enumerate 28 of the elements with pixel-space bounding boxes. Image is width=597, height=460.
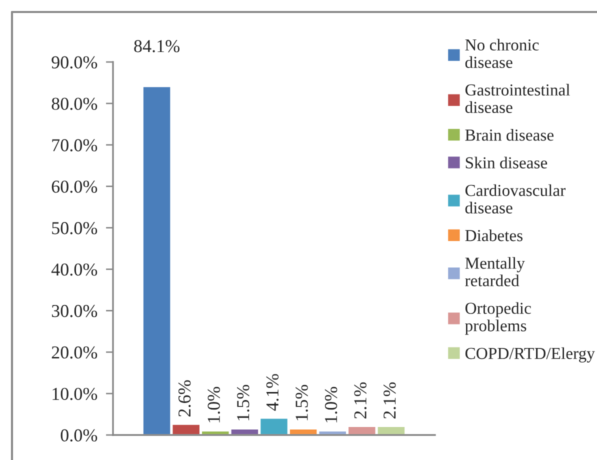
y-tick-label: 10.0%	[52, 388, 98, 400]
data-label: 1.0%	[208, 386, 220, 422]
y-tick-label: 80.0%	[52, 98, 98, 110]
y-tick-label: 30.0%	[52, 304, 98, 318]
legend-label: Ortopedic problems	[465, 302, 531, 335]
legend-label: COPD/RTD/Elergy	[465, 347, 595, 362]
data-label: 2.6%	[178, 380, 191, 416]
y-tick-label: 20.0%	[52, 346, 98, 359]
legend-label: Gastrointestinal disease	[465, 84, 570, 114]
legend-label: Cardiovascular disease	[465, 184, 566, 214]
y-tick-label: 60.0%	[52, 180, 98, 193]
data-label: 1.5%	[296, 384, 308, 420]
y-tick-label: 70.0%	[52, 139, 98, 152]
data-label: 2.1%	[354, 382, 366, 419]
y-tick-label: 90.0%	[52, 56, 98, 69]
data-label: 4.1%	[266, 374, 279, 411]
y-tick-label: 0.0%	[60, 429, 98, 442]
legend-label: Mentally retarded	[465, 257, 525, 286]
y-tick-label: 50.0%	[52, 222, 98, 234]
legend-label: Skin disease	[466, 156, 548, 168]
legend-label: Brain disease	[465, 129, 554, 141]
data-label: 2.1%	[384, 382, 396, 419]
legend-label: Diabetes	[465, 229, 522, 242]
y-tick-label: 40.0%	[51, 263, 98, 276]
data-label: 84.1%	[134, 40, 180, 52]
legend-label: No chronic disease	[465, 38, 539, 68]
data-label: 1.5%	[237, 384, 250, 420]
data-label: 1.0%	[324, 386, 338, 422]
